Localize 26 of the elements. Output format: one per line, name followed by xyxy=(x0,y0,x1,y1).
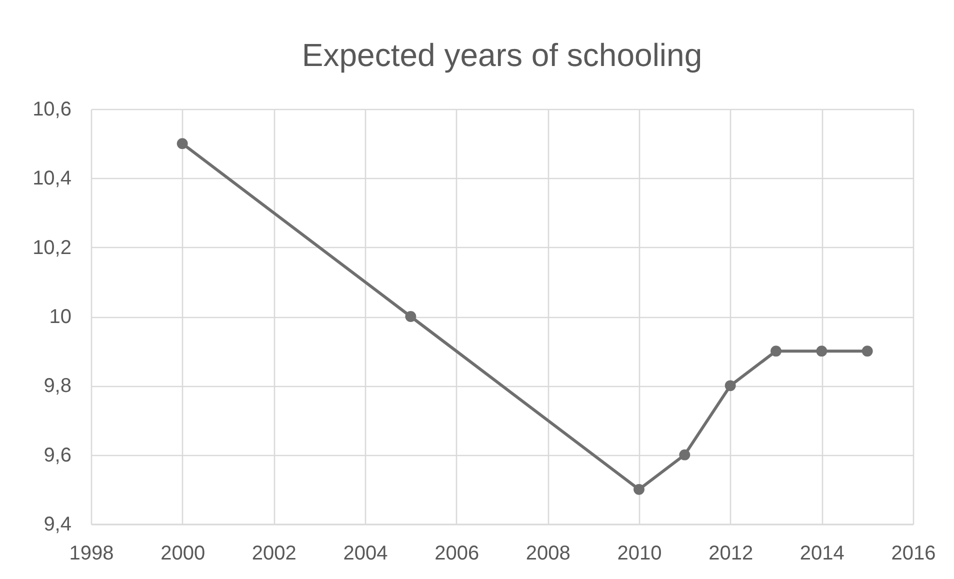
chart-title: Expected years of schooling xyxy=(302,37,702,73)
x-tick-label: 2014 xyxy=(800,542,844,564)
point xyxy=(679,449,690,460)
point xyxy=(634,484,644,495)
point xyxy=(770,346,782,357)
x-tick-label: 2016 xyxy=(891,542,936,564)
point xyxy=(862,346,873,357)
point xyxy=(816,346,828,357)
x-tick-label: 2006 xyxy=(434,542,480,564)
x-tick-label: 2008 xyxy=(526,542,570,564)
point xyxy=(176,138,188,150)
point xyxy=(405,311,416,322)
y-tick-label: 9,4 xyxy=(44,514,72,536)
x-tick-label: 2000 xyxy=(160,542,206,564)
y-tick-label: 9,6 xyxy=(44,444,72,466)
point xyxy=(724,380,736,392)
y-tick-label: 9,8 xyxy=(44,375,72,398)
y-tick-label: 10,4 xyxy=(32,168,72,190)
x-tick-label: 2004 xyxy=(343,542,388,564)
x-tick-label: 2002 xyxy=(252,542,296,564)
x-tick-label: 2010 xyxy=(617,542,662,564)
y-tick-label: 10,2 xyxy=(32,236,72,259)
y-tick-label: 10,6 xyxy=(32,98,72,120)
x-tick-label: 1998 xyxy=(69,542,114,564)
x-tick-label: 2012 xyxy=(708,542,754,564)
y-tick-label: 10 xyxy=(49,306,72,328)
